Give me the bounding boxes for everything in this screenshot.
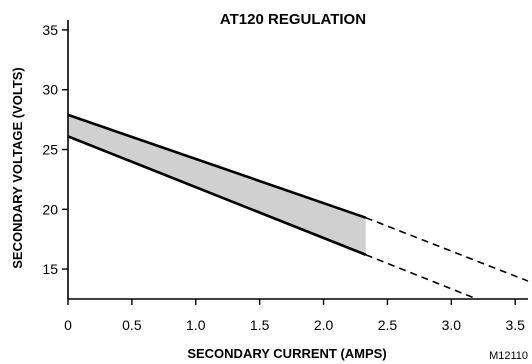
x-tick-label: 1.0 <box>186 317 206 333</box>
y-axis-label: SECONDARY VOLTAGE (VOLTS) <box>10 67 25 269</box>
y-tick-label: 15 <box>42 261 58 277</box>
x-ticks: 0 0.5 1.0 1.5 2.0 2.5 3.0 3.5 <box>64 299 525 333</box>
limit-line-1 <box>67 135 367 256</box>
extension-line-3 <box>365 254 478 300</box>
y-ticks: 15 20 25 30 35 <box>42 22 68 277</box>
plot-area: 0 0.5 1.0 1.5 2.0 2.5 3.0 3.5 15 20 25 30 35 <box>42 20 529 333</box>
x-tick-label: 3.5 <box>505 317 525 333</box>
x-tick-label: 0.5 <box>122 317 142 333</box>
x-tick-label: 3.0 <box>442 317 462 333</box>
x-axis-label: SECONDARY CURRENT (AMPS) <box>187 346 386 361</box>
figure-code: M12110 <box>489 350 528 362</box>
limit-line-0 <box>67 113 367 219</box>
chart-title: AT120 REGULATION <box>220 11 366 28</box>
y-tick-label: 35 <box>42 22 58 38</box>
series-layer <box>67 113 529 300</box>
y-tick-label: 20 <box>42 201 58 217</box>
y-tick-label: 25 <box>42 142 58 158</box>
x-tick-label: 2.5 <box>378 317 398 333</box>
y-tick-label: 30 <box>42 82 58 98</box>
regulation-band <box>68 114 366 255</box>
x-tick-label: 0 <box>64 317 72 333</box>
extension-line-2 <box>365 216 529 282</box>
x-tick-label: 2.0 <box>314 317 334 333</box>
x-tick-label: 1.5 <box>250 317 270 333</box>
